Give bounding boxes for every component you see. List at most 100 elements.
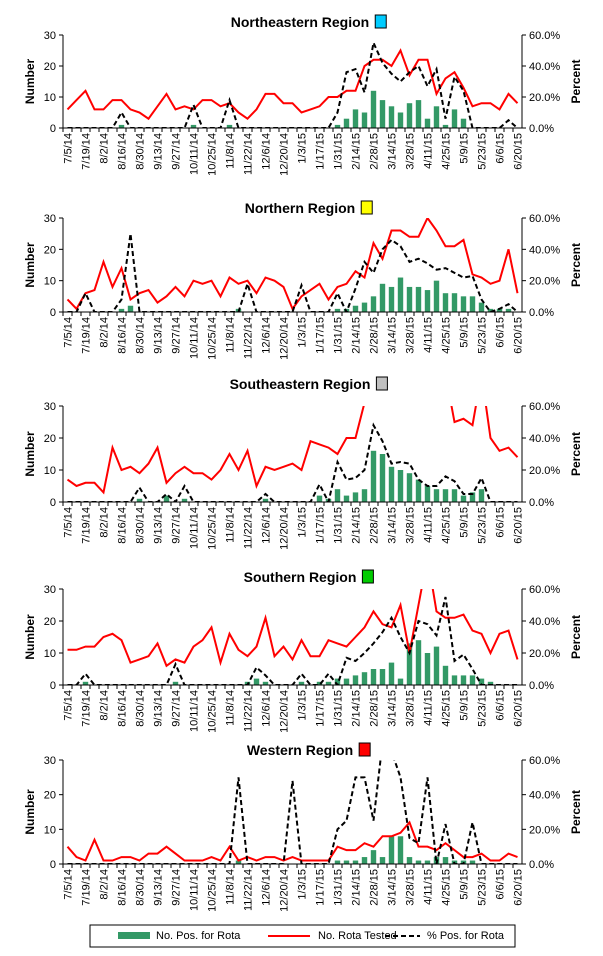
bar <box>406 473 413 502</box>
x-tick-label: 12/6/14 <box>261 690 273 727</box>
chart-title: Northern Region <box>245 200 355 216</box>
y-tick-label: 20 <box>44 61 56 73</box>
bar <box>397 836 404 864</box>
plot-area <box>66 406 519 502</box>
plot-area <box>66 39 519 128</box>
x-tick-label: 1/31/15 <box>333 869 345 906</box>
x-tick-label: 12/6/14 <box>261 507 273 544</box>
x-tick-label: 6/20/15 <box>513 690 525 727</box>
bar <box>388 286 395 312</box>
x-tick-label: 8/30/14 <box>135 690 147 727</box>
bar <box>505 308 512 312</box>
bar <box>478 489 485 502</box>
y-tick-label: 30 <box>44 584 56 596</box>
x-tick-label: 7/19/14 <box>81 690 93 727</box>
y2-tick-label: 20.0% <box>529 465 560 477</box>
x-tick-label: 6/20/15 <box>513 317 525 354</box>
y-tick-label: 20 <box>44 244 56 256</box>
x-tick-label: 12/6/14 <box>261 317 273 354</box>
title-marker <box>358 742 371 757</box>
y-tick-label: 30 <box>44 755 56 767</box>
line <box>66 218 519 311</box>
x-tick-label: 2/14/15 <box>351 869 363 906</box>
panel: Western Region Number Percent 0 10 20 30 0.0% 20… <box>23 742 583 912</box>
x-tick-label: 1/31/15 <box>333 133 345 170</box>
y2-tick-label: 20.0% <box>529 276 560 288</box>
x-tick-label: 6/6/15 <box>495 317 507 348</box>
x-tick-label: 7/5/14 <box>63 869 75 900</box>
legend-label: No. Rota Tested <box>318 930 397 942</box>
x-tick-label: 2/14/15 <box>351 690 363 727</box>
x-tick-label: 1/17/15 <box>315 507 327 544</box>
bar <box>370 450 377 502</box>
x-tick-label: 7/19/14 <box>81 133 93 170</box>
y-axis-title: Number <box>23 59 37 105</box>
x-tick-label: 12/20/14 <box>279 507 291 550</box>
bar <box>424 653 431 685</box>
plot-area <box>66 760 518 864</box>
y-axis-title: Number <box>23 614 37 660</box>
bar <box>334 124 341 128</box>
bar <box>415 479 422 502</box>
chart-title: Northeastern Region <box>231 14 369 30</box>
title-marker <box>361 569 374 584</box>
x-tick-label: 2/28/15 <box>369 869 381 906</box>
bar <box>487 681 494 685</box>
x-tick-label: 7/5/14 <box>63 317 75 348</box>
x-tick-label: 3/14/15 <box>387 133 399 170</box>
x-tick-label: 5/9/15 <box>459 317 471 348</box>
x-tick-label: 6/6/15 <box>495 869 507 900</box>
x-tick-label: 9/13/14 <box>153 133 165 170</box>
bar <box>352 860 359 864</box>
y-tick-label: 30 <box>44 213 56 225</box>
x-tick-label: 10/25/14 <box>207 869 219 912</box>
x-tick-label: 7/5/14 <box>63 133 75 164</box>
plot-area <box>67 589 519 685</box>
x-tick-label: 8/2/14 <box>99 317 111 348</box>
y2-tick-label: 60.0% <box>529 30 560 42</box>
bar <box>460 118 467 128</box>
title-marker <box>360 200 373 215</box>
bar <box>253 678 260 685</box>
line <box>66 48 519 121</box>
panel: Southeastern Region Number Percent 0 10 20 30 0… <box>23 376 583 550</box>
bar <box>406 643 413 685</box>
bar <box>397 277 404 312</box>
x-tick-label: 4/11/15 <box>423 133 435 169</box>
title-marker <box>374 14 387 29</box>
bar <box>163 495 170 502</box>
x-tick-label: 11/22/14 <box>243 133 255 175</box>
chart-title: Southeastern Region <box>230 376 371 392</box>
bar <box>487 308 494 312</box>
bar <box>316 495 323 502</box>
y-tick-label: 0 <box>50 680 56 692</box>
x-tick-label: 3/14/15 <box>387 690 399 727</box>
x-tick-label: 11/8/14 <box>225 507 237 543</box>
bar <box>325 681 332 685</box>
x-tick-label: 2/14/15 <box>351 133 363 170</box>
x-tick-label: 9/27/14 <box>171 690 183 727</box>
x-tick-label: 4/11/15 <box>423 690 435 726</box>
bar <box>334 860 341 864</box>
x-tick-label: 1/31/15 <box>333 317 345 354</box>
bar <box>451 109 458 128</box>
y-axis-title: Number <box>23 789 37 835</box>
x-tick-label: 1/3/15 <box>297 690 309 721</box>
bar <box>469 296 476 312</box>
y2-tick-label: 0.0% <box>529 497 554 509</box>
line <box>67 422 518 502</box>
x-tick-label: 7/5/14 <box>63 690 75 721</box>
bar <box>442 665 449 685</box>
bar <box>370 90 377 128</box>
x-tick-label: 5/23/15 <box>477 507 489 544</box>
bar <box>370 850 377 864</box>
x-tick-label: 1/31/15 <box>333 690 345 727</box>
bar <box>379 283 386 312</box>
x-tick-label: 5/9/15 <box>459 869 471 900</box>
bar <box>442 857 449 864</box>
y-tick-label: 10 <box>44 824 56 836</box>
x-tick-label: 3/14/15 <box>387 869 399 906</box>
x-tick-label: 8/30/14 <box>135 507 147 544</box>
